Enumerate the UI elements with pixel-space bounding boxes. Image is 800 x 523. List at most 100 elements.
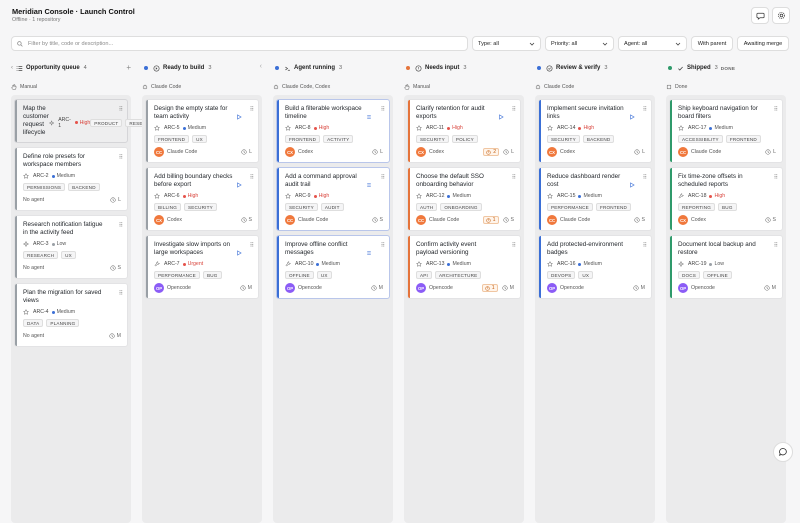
priority-dot <box>51 310 55 314</box>
task-card[interactable]: Choose the default SSO onboarding behavi… <box>407 167 521 231</box>
type-filter[interactable]: Type: all <box>472 36 541 51</box>
drag-handle-icon[interactable]: ⠿ <box>118 155 124 161</box>
questions-badge[interactable]: 2 <box>483 148 500 156</box>
task-card[interactable]: Build a filterable workspace timeline ⠿ … <box>276 99 390 163</box>
log-lines-icon <box>367 183 371 187</box>
task-card[interactable]: Add billing boundary checks before expor… <box>145 167 259 231</box>
card-size: S <box>248 217 252 223</box>
log-button[interactable] <box>366 107 372 125</box>
drag-handle-icon[interactable]: ⠿ <box>380 175 386 181</box>
drag-handle-icon[interactable]: ⠿ <box>118 223 124 229</box>
card-size: S <box>510 217 514 223</box>
log-button[interactable] <box>366 175 372 193</box>
card-meta: ARC-9 High <box>285 192 383 200</box>
chat-fab-button[interactable] <box>773 442 793 462</box>
drag-handle-icon[interactable]: ⠿ <box>249 107 255 113</box>
search-input[interactable]: Filter by title, code or description... <box>11 36 468 51</box>
questions-count: 1 <box>492 217 496 223</box>
drag-handle-icon[interactable]: ⠿ <box>642 175 648 181</box>
task-card[interactable]: Ship keyboard navigation for board filte… <box>669 99 783 163</box>
drag-handle-icon[interactable]: ⠿ <box>118 107 124 113</box>
collapse-icon[interactable]: ‹ <box>259 63 262 70</box>
task-card[interactable]: Add protected-environment badges ⠿ ARC-1… <box>538 235 652 299</box>
column-header: Needs input 3 <box>404 62 524 74</box>
drag-handle-icon[interactable]: ⠿ <box>773 107 779 113</box>
card-agent: Claude Code <box>560 217 591 223</box>
drag-handle-icon[interactable]: ⠿ <box>511 175 517 181</box>
column-count: 3 <box>463 65 467 71</box>
task-card[interactable]: Research notification fatigue in the act… <box>14 215 128 279</box>
card-agent: Opencode <box>560 285 584 291</box>
priority-filter[interactable]: Priority: all <box>545 36 614 51</box>
chat-button[interactable] <box>751 7 769 24</box>
drag-handle-icon[interactable]: ⠿ <box>249 243 255 249</box>
search-placeholder: Filter by title, code or description... <box>28 40 114 47</box>
run-button[interactable] <box>236 175 242 193</box>
task-card[interactable]: Implement secure invitation links ⠿ ARC-… <box>538 99 652 163</box>
questions-badge[interactable]: 1 <box>482 216 499 224</box>
column-agent: Manual <box>404 83 524 91</box>
run-button[interactable] <box>236 243 242 261</box>
run-button[interactable] <box>629 107 635 125</box>
drag-handle-icon[interactable]: ⠿ <box>511 243 517 249</box>
agent-filter-label: Agent: all <box>624 40 648 47</box>
card-size: L <box>642 149 645 155</box>
tag: FRONTEND <box>595 203 632 211</box>
run-button[interactable] <box>236 107 242 125</box>
tag: BACKEND <box>68 183 100 191</box>
star-icon <box>416 193 422 199</box>
card-status-bar <box>146 168 148 230</box>
check-circle-icon <box>546 65 553 71</box>
log-button[interactable] <box>366 243 372 261</box>
task-card[interactable]: Plan the migration for saved views ⠿ ARC… <box>14 283 128 347</box>
drag-handle-icon[interactable]: ⠿ <box>380 107 386 113</box>
card-priority: Low <box>56 241 67 247</box>
card-tags: AUTH ONBOARDING <box>416 203 514 211</box>
drag-handle-icon[interactable]: ⠿ <box>773 175 779 181</box>
card-footer: OP Opencode 1 M <box>416 283 514 293</box>
task-card[interactable]: Fix time-zone offsets in scheduled repor… <box>669 167 783 231</box>
task-card[interactable]: Define role presets for workspace member… <box>14 147 128 211</box>
task-card[interactable]: Reduce dashboard render cost ⠿ ARC-15 Me… <box>538 167 652 231</box>
settings-button[interactable] <box>772 7 790 24</box>
drag-handle-icon[interactable]: ⠿ <box>511 107 517 113</box>
drag-handle-icon[interactable]: ⠿ <box>773 243 779 249</box>
card-status-bar <box>408 100 410 162</box>
tag: BACKEND <box>582 135 615 143</box>
task-card[interactable]: Document local backup and restore ⠿ ARC-… <box>669 235 783 299</box>
task-card[interactable]: Investigate slow imports on large worksp… <box>145 235 259 299</box>
tag: DATA <box>23 319 44 327</box>
agent-filter[interactable]: Agent: all <box>618 36 687 51</box>
with-parent-toggle[interactable]: With parent <box>691 36 733 51</box>
collapse-chevron-icon[interactable]: ‹ <box>11 65 13 71</box>
card-priority: Medium <box>321 261 340 267</box>
chevron-down-icon <box>529 42 535 46</box>
drag-handle-icon[interactable]: ⠿ <box>642 243 648 249</box>
column-header: Ready to build 3 ‹ <box>142 62 262 74</box>
card-title: Define role presets for workspace member… <box>23 153 85 168</box>
column-header: Review & verify 3 <box>535 62 655 74</box>
drag-handle-icon[interactable]: ⠿ <box>118 291 124 297</box>
drag-handle-icon[interactable]: ⠿ <box>380 243 386 249</box>
task-card[interactable]: Map the customer request lifecycle ⠿ ARC… <box>14 99 177 143</box>
add-card-button[interactable]: + <box>126 63 131 72</box>
task-card[interactable]: Add a command approval audit trail ⠿ ARC… <box>276 167 390 231</box>
run-button[interactable] <box>498 107 504 125</box>
drag-handle-icon[interactable]: ⠿ <box>249 175 255 181</box>
task-card[interactable]: Clarify retention for audit exports ⠿ AR… <box>407 99 521 163</box>
task-card[interactable]: Confirm activity event payload versionin… <box>407 235 521 299</box>
card-meta: ARC-14 High <box>547 124 645 132</box>
task-card[interactable]: Design the empty state for team activity… <box>145 99 259 163</box>
task-card[interactable]: Improve offline conflict messages ⠿ ARC-… <box>276 235 390 299</box>
questions-badge[interactable]: 1 <box>481 284 498 292</box>
awaiting-merge-toggle[interactable]: Awaiting merge <box>737 36 789 51</box>
card-id: ARC-16 <box>557 261 576 267</box>
card-meta: ARC-11 High <box>416 124 514 132</box>
run-button[interactable] <box>629 175 635 193</box>
agent-avatar: CC <box>154 147 164 157</box>
card-estimate: 1 S <box>482 215 514 225</box>
card-id: ARC-8 <box>295 125 311 131</box>
card-meta: ARC-7 Urgent <box>154 260 252 268</box>
drag-handle-icon[interactable]: ⠿ <box>642 107 648 113</box>
card-status-bar <box>670 236 672 298</box>
